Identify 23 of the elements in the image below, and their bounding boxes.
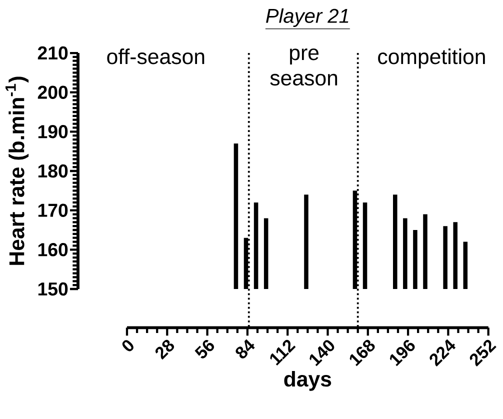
y-tick-label: 160: [38, 243, 68, 256]
x-tick-label: 28: [155, 340, 174, 360]
y-tick-label: 170: [38, 204, 68, 217]
annotation: pre season: [270, 48, 338, 86]
y-tick-label: 210: [38, 46, 68, 60]
x-tick-label: 252: [470, 340, 496, 366]
x-tick-label: 112: [270, 340, 296, 366]
x-tick-label: 56: [194, 340, 214, 358]
y-tick-label: 150: [38, 282, 68, 296]
y-tick-label: 180: [38, 164, 68, 178]
x-tick-label: 84: [236, 339, 255, 358]
x-axis-title: days: [284, 370, 332, 391]
y-tick-label: 190: [38, 125, 68, 138]
annotation: competition: [378, 48, 485, 68]
x-tick-label: 224: [430, 339, 456, 366]
annotation: off-season: [107, 48, 204, 64]
x-tick-label: 140: [310, 340, 334, 366]
x-tick-label: 168: [350, 340, 375, 366]
x-tick-label: 196: [390, 340, 415, 366]
x-tick-label: 0: [122, 340, 134, 352]
y-tick-label: 200: [38, 86, 68, 99]
chart-title: Player 21: [266, 8, 348, 27]
y-axis-title: Heart rate (b.min$^{-1}$): [5, 76, 29, 265]
